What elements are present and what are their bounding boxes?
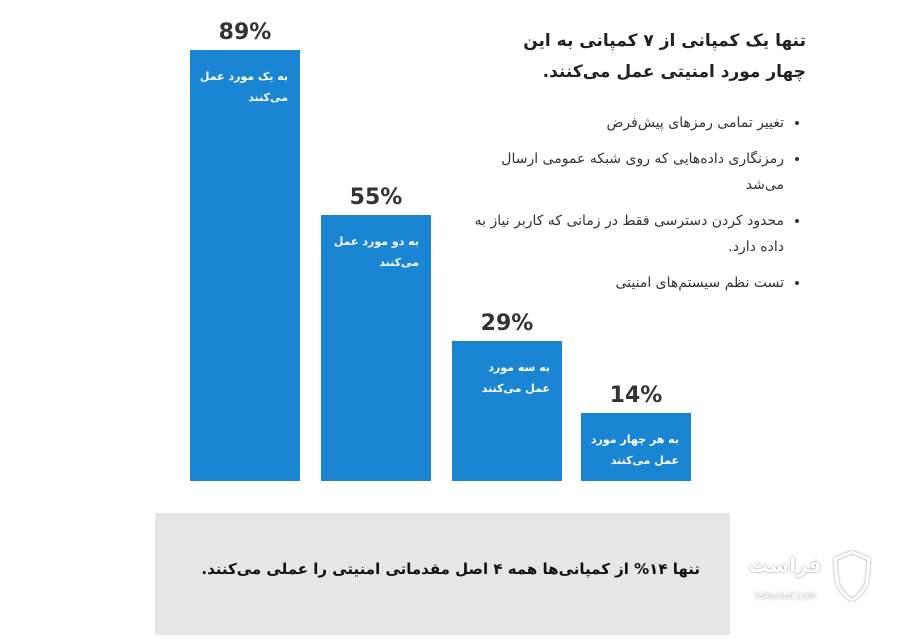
chart-title: تنها یک کمپانی از ۷ کمپانی به این چهار م… <box>523 31 806 82</box>
category-label: به سه مورد عمل می‌کنند <box>481 360 550 395</box>
bar <box>190 50 300 481</box>
logo-name: فراست <box>748 553 822 577</box>
bullet-item: رمزنگاری داده‌هایی که روی شبکه عمومی ارس… <box>470 146 784 198</box>
bullet-item: محدود کردن دسترسی فقط در زمانی که کاربر … <box>470 208 784 260</box>
category-label: به دو مورد عمل می‌کنند <box>333 234 419 269</box>
footnote: تنها ۱۴% از کمپانی‌ها همه ۴ اصل مقدماتی … <box>201 560 700 578</box>
bullet-item: تغییر تمامی رمزهای پیش‌فرض <box>470 110 784 136</box>
value-label: 14% <box>609 383 663 409</box>
category-label: به یک مورد عمل می‌کنند <box>199 70 288 105</box>
value-label: 29% <box>480 310 534 336</box>
footnote-box <box>155 513 730 635</box>
bar <box>452 340 562 481</box>
logo-shield <box>833 550 871 602</box>
category-label: به هر چهار مورد عمل می‌کنند <box>590 433 679 468</box>
value-label: 55% <box>349 184 403 210</box>
value-label: 89% <box>218 20 272 46</box>
bar <box>581 413 691 481</box>
logo-url: FARAASAT.COM <box>754 592 816 601</box>
bullet-item: تست نظم سیستم‌های امنیتی <box>470 270 784 296</box>
bullet-list: تغییر تمامی رمزهای پیش‌فرض رمزنگاری داده‌… <box>470 110 806 306</box>
bar <box>321 214 431 481</box>
